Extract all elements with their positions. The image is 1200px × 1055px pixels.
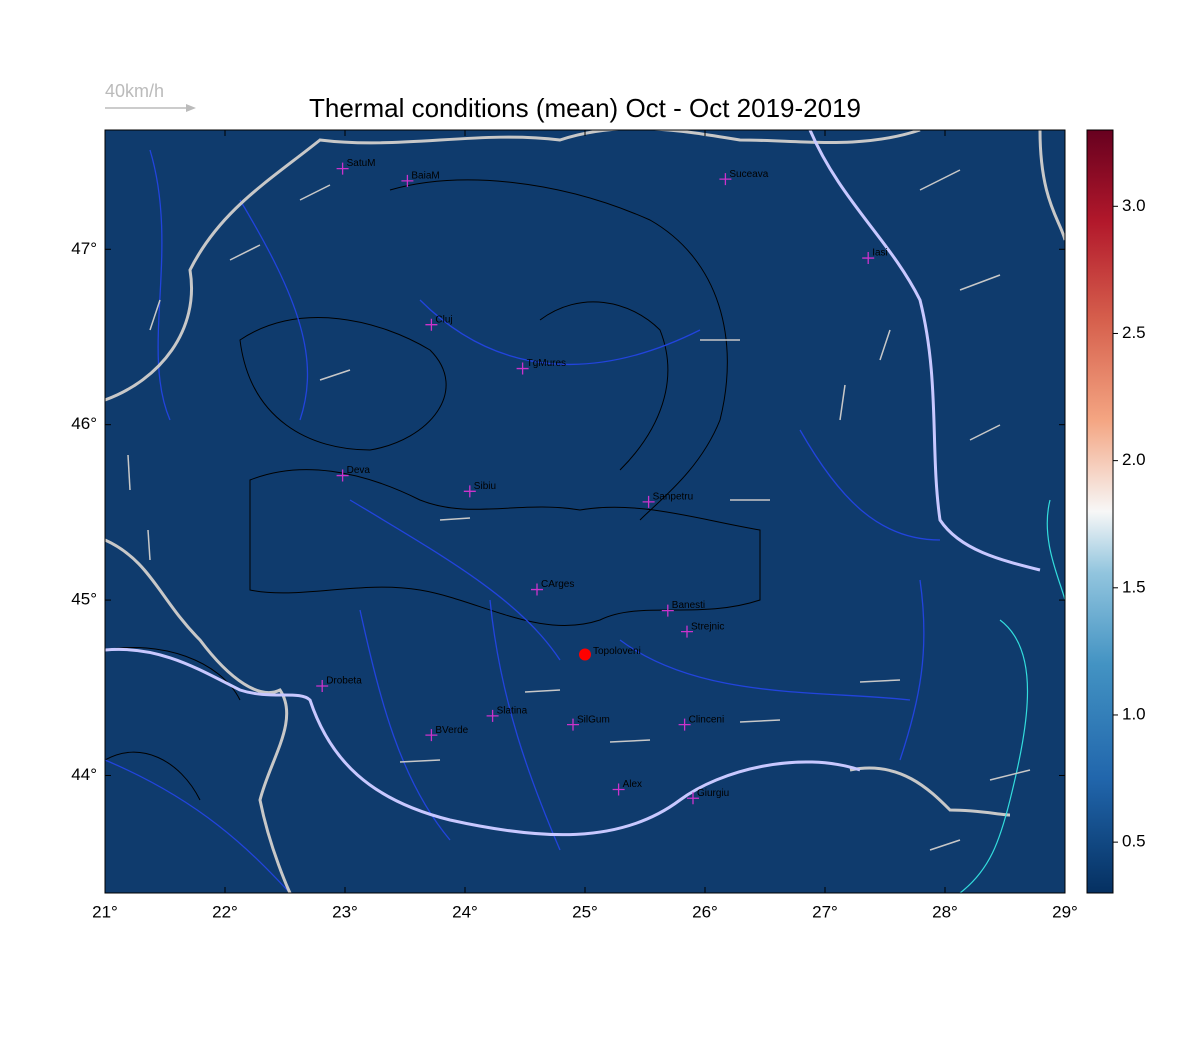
city-marker <box>681 625 693 638</box>
city-label: Sibiu <box>474 481 496 492</box>
city-marker <box>486 709 499 722</box>
city-label: SatuM <box>347 158 376 169</box>
y-tick-label: 44° <box>71 765 97 784</box>
city-label: Suceava <box>729 169 768 180</box>
border <box>105 130 1065 893</box>
city-marker <box>425 318 438 331</box>
city-label: Giurgiu <box>697 788 729 799</box>
city-label: Cluj <box>435 314 452 325</box>
contour <box>389 179 728 521</box>
city-marker <box>719 173 732 186</box>
x-tick-label: 26° <box>692 902 718 921</box>
city-marker <box>687 792 699 805</box>
x-tick-label: 25° <box>572 902 598 921</box>
city-label: Iasi <box>872 248 888 259</box>
city-marker <box>336 162 349 175</box>
x-tick-label: 29° <box>1052 902 1078 921</box>
city-marker <box>401 174 414 187</box>
city-marker <box>862 252 875 265</box>
river <box>105 149 941 893</box>
colorbar-tick-label: 2.5 <box>1122 323 1146 342</box>
city-label: TgMures <box>527 358 566 369</box>
colorbar-tick-label: 1.0 <box>1122 704 1146 723</box>
city-marker <box>531 583 543 596</box>
city-label: Slatina <box>497 705 528 716</box>
contour <box>539 301 669 471</box>
y-tick-label: 46° <box>71 414 97 433</box>
prut <box>808 130 1041 572</box>
city-label: Alex <box>623 779 642 790</box>
x-tick-label: 28° <box>932 902 958 921</box>
x-tick-label: 21° <box>92 902 118 921</box>
city-marker <box>678 718 691 731</box>
city-label: Clinceni <box>689 714 725 725</box>
city-marker <box>642 495 655 508</box>
contour <box>239 317 447 451</box>
colorbar-tick-label: 0.5 <box>1122 832 1146 851</box>
city-marker <box>463 485 476 498</box>
coastline <box>959 499 1065 893</box>
map-background <box>105 130 1065 893</box>
x-tick-label: 22° <box>212 902 238 921</box>
y-tick-label: 47° <box>71 239 97 258</box>
city-label: Sanpetru <box>653 491 694 502</box>
y-tick-label: 45° <box>71 590 97 609</box>
city-label: CArges <box>541 579 574 590</box>
city-label: Drobeta <box>326 676 362 687</box>
city-label: Strejnic <box>691 621 724 632</box>
wind-arrows <box>127 169 1031 851</box>
colorbar-tick-label: 1.5 <box>1122 577 1146 596</box>
city-marker <box>661 604 674 617</box>
city-label: Banesti <box>672 600 705 611</box>
x-tick-label: 24° <box>452 902 478 921</box>
city-label: Deva <box>347 465 371 476</box>
city-label: BVerde <box>435 725 468 736</box>
colorbar <box>1086 129 1114 894</box>
wind-legend-arrowhead <box>186 104 196 112</box>
x-tick-label: 23° <box>332 902 358 921</box>
colorbar-tick-label: 3.0 <box>1122 196 1146 215</box>
map-layers <box>105 130 1065 893</box>
chart-title: Thermal conditions (mean) Oct - Oct 2019… <box>309 93 861 123</box>
city-marker <box>336 469 349 482</box>
city-marker <box>316 680 329 693</box>
city-label: BaiaM <box>411 171 439 182</box>
contour <box>249 469 761 627</box>
highlight-label: Topoloveni <box>593 646 641 657</box>
colorbar-tick-label: 2.0 <box>1122 450 1146 469</box>
city-marker <box>425 729 438 742</box>
highlight-marker <box>579 648 591 661</box>
wind-legend-label: 40km/h <box>105 81 164 101</box>
city-marker <box>516 362 529 375</box>
danube <box>105 647 861 837</box>
x-tick-label: 27° <box>812 902 838 921</box>
city-label: SilGum <box>577 714 610 725</box>
city-marker <box>612 783 625 796</box>
city-marker <box>567 718 579 731</box>
